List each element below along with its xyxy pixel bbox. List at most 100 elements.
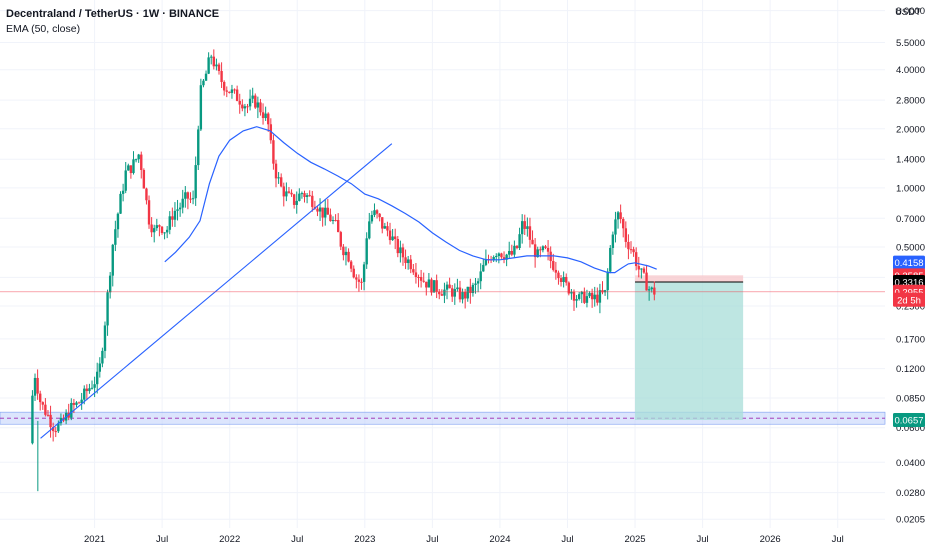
candle-body bbox=[417, 276, 420, 278]
x-tick-label: Jul bbox=[426, 534, 438, 545]
x-tick-label: 2026 bbox=[760, 534, 781, 545]
candle-body bbox=[90, 387, 94, 389]
candle-body bbox=[531, 239, 534, 245]
candle-body bbox=[51, 427, 55, 432]
candle-body bbox=[298, 193, 301, 201]
price-tag bbox=[893, 255, 925, 270]
candle-body bbox=[575, 299, 578, 301]
price-tag-label: 0.4158 bbox=[894, 258, 923, 269]
time-axis[interactable]: 2021 Jul 2022 Jul 2023 Jul 2024 Jul 2025 Jul 2026 J… bbox=[84, 534, 844, 545]
candle-body bbox=[645, 272, 648, 291]
candle-body bbox=[287, 191, 291, 193]
candle-body bbox=[186, 192, 190, 199]
price-tag-label: 0.3316 bbox=[894, 277, 923, 288]
candle-body bbox=[552, 261, 555, 270]
y-tick-label: 1.0000 bbox=[896, 183, 925, 194]
candle-body bbox=[611, 234, 615, 248]
candle-body bbox=[603, 290, 607, 293]
candle-body bbox=[557, 272, 560, 279]
candle-body bbox=[305, 195, 309, 198]
price-tag bbox=[893, 412, 925, 427]
candle-body bbox=[559, 278, 563, 283]
price-tag bbox=[893, 292, 925, 307]
candle-body bbox=[435, 280, 438, 292]
candle-body bbox=[111, 244, 114, 276]
candle-body bbox=[632, 249, 635, 253]
candle-body bbox=[220, 71, 223, 82]
chart-legend: Decentraland / TetherUS · 1W · BINANCE E… bbox=[6, 6, 219, 37]
candle-body bbox=[33, 377, 37, 396]
candle-body bbox=[261, 112, 265, 119]
y-tick-label: 0.0850 bbox=[896, 394, 925, 405]
y-tick-label: 0.0400 bbox=[896, 458, 925, 469]
candle-body bbox=[466, 286, 469, 299]
x-tick-label: 2023 bbox=[354, 534, 375, 545]
x-tick-label: 2022 bbox=[219, 534, 240, 545]
candle-body bbox=[336, 220, 340, 233]
candle-body bbox=[228, 91, 231, 93]
candle-body bbox=[432, 280, 436, 293]
candle-body bbox=[339, 232, 342, 247]
candle-body bbox=[191, 198, 195, 200]
trendline-segment bbox=[40, 143, 393, 439]
candle-body bbox=[365, 238, 368, 265]
candle-body bbox=[160, 226, 164, 233]
x-tick-label: 2021 bbox=[84, 534, 105, 545]
candle-body bbox=[609, 247, 612, 272]
x-tick-label: 2024 bbox=[489, 534, 510, 545]
candle-body bbox=[256, 102, 260, 108]
candle-body bbox=[230, 89, 234, 93]
candle-body bbox=[394, 236, 397, 240]
candle-body bbox=[212, 56, 216, 67]
candle-body bbox=[344, 251, 348, 256]
candle-body bbox=[357, 279, 361, 282]
candle-body bbox=[653, 287, 656, 295]
candle-body bbox=[184, 192, 187, 199]
candle-body bbox=[588, 292, 591, 297]
y-tick-label: 0.1200 bbox=[896, 364, 925, 375]
candle-body bbox=[285, 191, 288, 197]
candle-body bbox=[383, 226, 387, 229]
candle-body bbox=[642, 268, 646, 273]
candle-body bbox=[539, 249, 542, 251]
candle-body bbox=[622, 218, 625, 229]
candle-body bbox=[326, 207, 330, 215]
candle-body bbox=[277, 177, 280, 179]
candle-body bbox=[619, 212, 622, 219]
price-tag-label: 0.2955 bbox=[894, 287, 923, 298]
indicator-label[interactable]: EMA (50, close) bbox=[6, 23, 81, 35]
candle-body bbox=[88, 388, 91, 392]
y-tick-label: 8.0000 bbox=[896, 6, 925, 17]
candle-body bbox=[601, 290, 604, 293]
x-tick-label: 2025 bbox=[624, 534, 645, 545]
candle-body bbox=[70, 402, 73, 418]
candle-body bbox=[401, 247, 405, 258]
candle-body bbox=[303, 193, 306, 198]
candle-body bbox=[515, 245, 519, 249]
candle-body bbox=[469, 286, 472, 294]
candle-body bbox=[381, 217, 384, 229]
candle-body bbox=[502, 257, 506, 260]
candle-body bbox=[176, 209, 179, 211]
candle-body bbox=[526, 226, 529, 229]
candle-body bbox=[318, 207, 322, 212]
candle-body bbox=[155, 225, 159, 229]
price-tag-label: 0.0657 bbox=[894, 415, 923, 426]
symbol-title[interactable]: Decentraland / TetherUS · 1W · BINANCE bbox=[6, 8, 220, 20]
candle-body bbox=[44, 404, 47, 415]
candle-body bbox=[137, 154, 140, 160]
candle-body bbox=[119, 193, 122, 214]
currency-label[interactable]: USDT bbox=[895, 7, 921, 18]
candle-body bbox=[57, 423, 60, 432]
candle-body bbox=[132, 159, 135, 174]
candle-body bbox=[495, 255, 498, 258]
candle-body bbox=[510, 250, 514, 255]
candle-body bbox=[422, 280, 425, 282]
candle-body bbox=[572, 291, 576, 301]
candle-body bbox=[458, 287, 462, 300]
y-tick-label: 0.0600 bbox=[896, 423, 925, 434]
candle-body bbox=[72, 402, 76, 405]
candle-body bbox=[430, 279, 433, 293]
ema-line bbox=[164, 126, 657, 274]
